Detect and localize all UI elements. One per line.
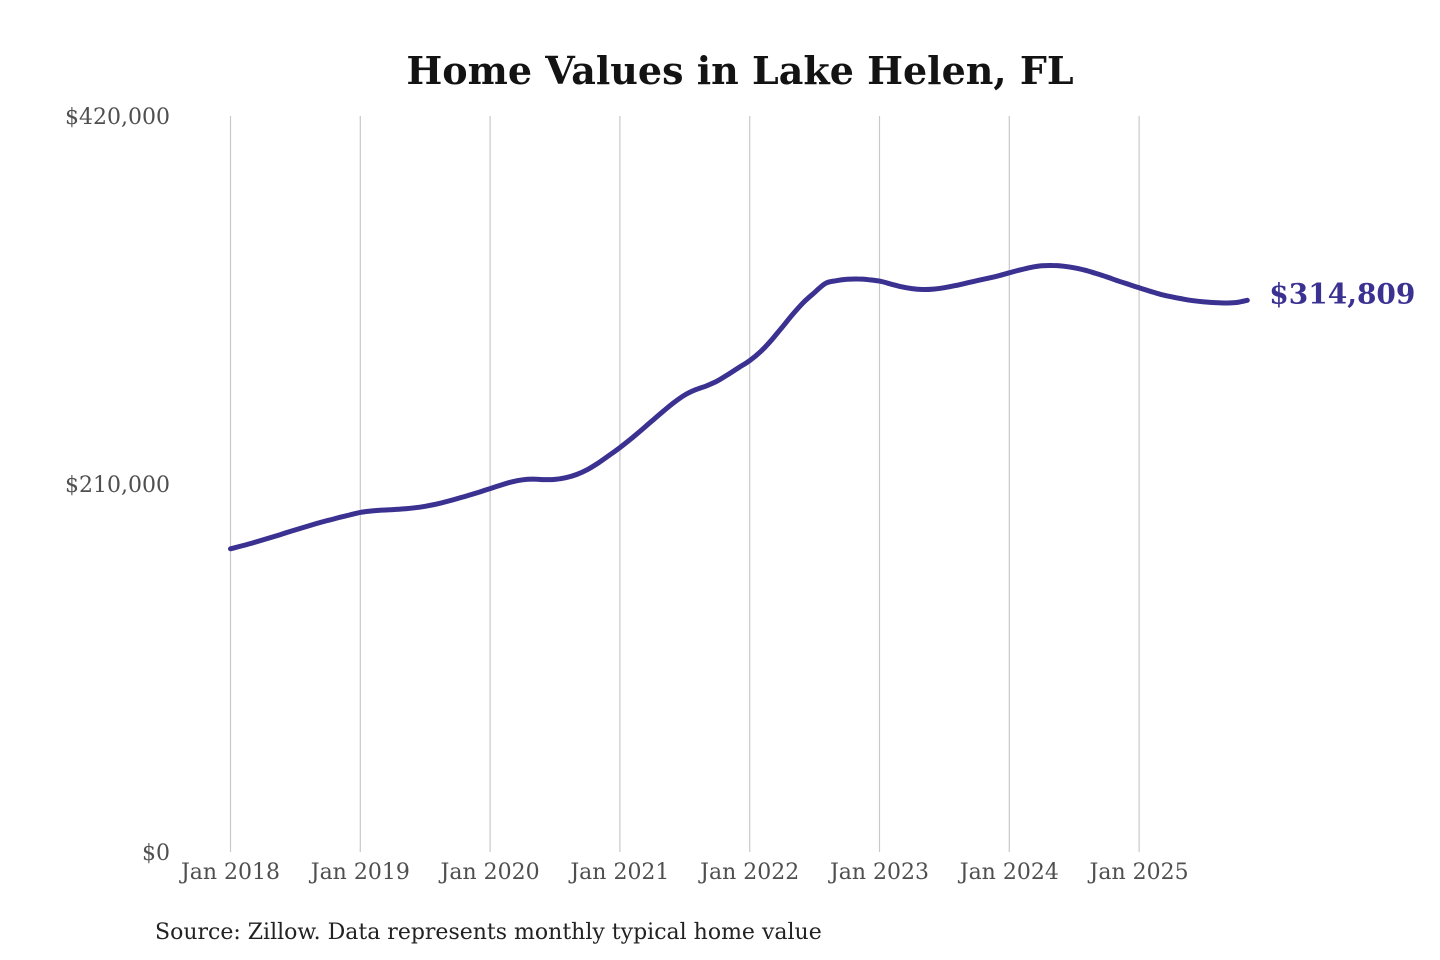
source-note: Source: Zillow. Data represents monthly …: [155, 920, 822, 945]
x-axis-tick-label: Jan 2024: [958, 860, 1059, 885]
x-axis-tick-label: Jan 2022: [698, 860, 799, 885]
chart-title: Home Values in Lake Helen, FL: [406, 48, 1073, 93]
home-value-line: [228, 262, 1250, 552]
gridlines: [229, 116, 1140, 852]
y-axis-tick-label: $210,000: [65, 473, 170, 498]
x-axis-tick-label: Jan 2018: [179, 860, 280, 885]
x-axis-labels: Jan 2018 Jan 2019 Jan 2020 Jan 2021 Jan 2022…: [179, 860, 1189, 885]
current-value-label: $314,809: [1269, 277, 1415, 310]
x-axis-tick-label: Jan 2019: [309, 860, 410, 885]
x-axis-tick-label: Jan 2023: [828, 860, 929, 885]
y-axis-labels: $420,000 $210,000 $0: [65, 105, 170, 866]
x-axis-tick-label: Jan 2020: [439, 860, 540, 885]
y-axis-tick-label: $0: [142, 841, 170, 866]
x-axis-tick-label: Jan 2025: [1088, 860, 1189, 885]
x-axis-tick-label: Jan 2021: [568, 860, 669, 885]
y-axis-tick-label: $420,000: [65, 105, 170, 130]
